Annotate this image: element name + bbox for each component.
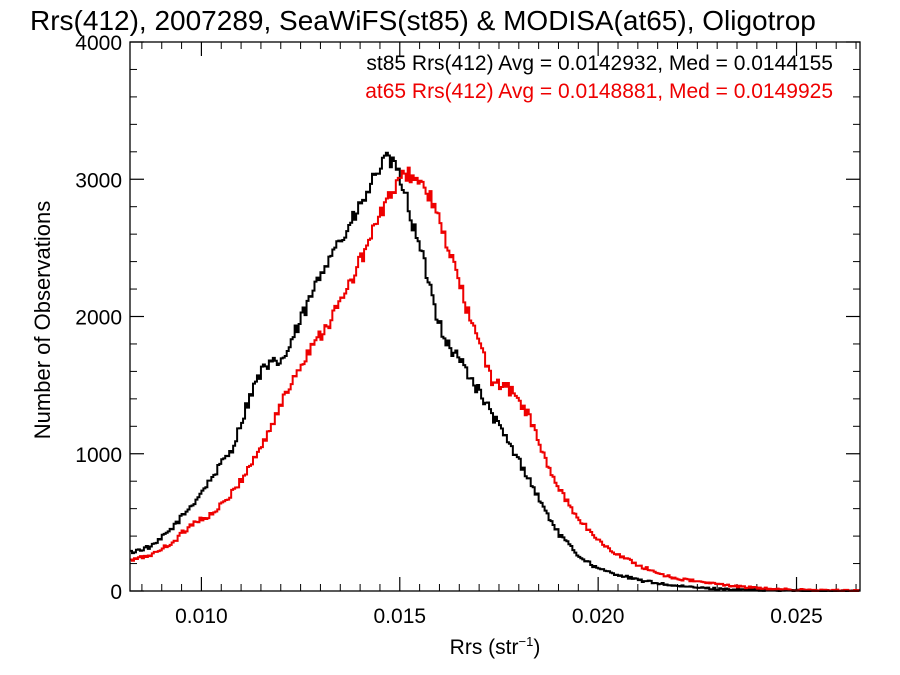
y-tick-label: 2000 bbox=[75, 307, 122, 330]
x-axis-label-superscript: −1 bbox=[519, 634, 534, 649]
x-tick-label: 0.010 bbox=[175, 605, 228, 628]
series-group bbox=[130, 151, 860, 592]
axis-ticks: 0 1000 2000 3000 4000 0.010 0.015 0.020 0.025 bbox=[75, 32, 860, 628]
y-axis-label-group: Number of Observations bbox=[30, 201, 55, 439]
y-tick-label: 4000 bbox=[75, 32, 122, 55]
chart-title: Rrs(412), 2007289, SeaWiFS(st85) & MODIS… bbox=[30, 5, 816, 36]
series-line-at65 bbox=[130, 166, 860, 592]
y-tick-label: 0 bbox=[110, 581, 122, 604]
legend-entry-st85: st85 Rrs(412) Avg = 0.0142932, Med = 0.0… bbox=[366, 52, 833, 75]
y-tick-label: 3000 bbox=[75, 169, 122, 192]
y-axis-label: Number of Observations bbox=[30, 201, 55, 439]
plot-frame bbox=[129, 41, 861, 592]
y-tick-label: 1000 bbox=[75, 444, 122, 467]
legend-entry-at65: at65 Rrs(412) Avg = 0.0148881, Med = 0.0… bbox=[365, 80, 833, 103]
x-axis-label: Rrs (str−1) bbox=[450, 634, 541, 659]
x-axis-label-main: Rrs (str bbox=[450, 636, 519, 659]
series-line-st85 bbox=[130, 151, 860, 592]
x-axis-label-close: ) bbox=[533, 636, 540, 659]
x-tick-label: 0.020 bbox=[572, 605, 625, 628]
x-tick-label: 0.025 bbox=[770, 605, 823, 628]
x-tick-label: 0.015 bbox=[374, 605, 427, 628]
